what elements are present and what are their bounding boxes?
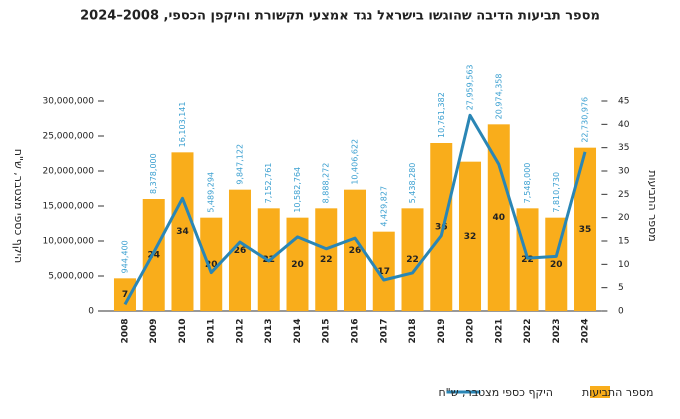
- bar-label: 20: [291, 260, 304, 270]
- bar-label: 20: [550, 260, 563, 270]
- y-tick-label: 0: [88, 307, 94, 317]
- x-tick-label: 2012: [235, 318, 245, 343]
- y2-tick-label: 15: [618, 237, 629, 247]
- line-value-label: 9,847,122: [235, 144, 244, 185]
- bar: [516, 208, 539, 311]
- line-value-label: 10,406,622: [351, 139, 360, 185]
- line-value-label: 8,888,272: [322, 163, 331, 204]
- bar-label: 24: [147, 251, 160, 261]
- line-value-label: 5,438,280: [408, 163, 417, 204]
- line-value-label: 8,378,000: [149, 153, 158, 194]
- bar: [574, 147, 597, 311]
- x-tick-label: 2013: [264, 318, 274, 343]
- line-value-label: 944,400: [120, 240, 129, 273]
- x-tick-label: 2015: [322, 318, 332, 343]
- bar-label: 26: [349, 246, 362, 256]
- y-tick-label: 25,000,000: [42, 132, 94, 142]
- x-tick-label: 2023: [552, 318, 562, 343]
- y2-tick-label: 25: [618, 190, 629, 200]
- bar-label: 34: [176, 227, 189, 237]
- x-tick-label: 2020: [466, 318, 476, 343]
- bar: [315, 208, 338, 311]
- y2-tick-label: 35: [618, 143, 629, 153]
- x-tick-label: 2024: [581, 318, 591, 343]
- bar-label: 22: [406, 255, 419, 265]
- bar: [459, 161, 482, 311]
- bar: [487, 124, 510, 311]
- x-tick-label: 2010: [178, 318, 188, 343]
- x-tick-label: 2008: [120, 318, 130, 343]
- x-tick-label: 2018: [408, 318, 418, 343]
- line-value-label: 7,810,730: [552, 172, 561, 213]
- x-tick-label: 2011: [207, 318, 217, 343]
- x-tick-label: 2017: [379, 318, 389, 343]
- y-tick-label: 20,000,000: [42, 167, 94, 177]
- bar: [200, 217, 223, 311]
- x-tick-label: 2022: [523, 318, 533, 343]
- line-value-label: 4,429,827: [379, 186, 388, 227]
- line-value-label: 22,730,976: [581, 97, 590, 143]
- x-tick-label: 2014: [293, 318, 303, 343]
- y2-tick-label: 0: [618, 307, 624, 317]
- bar: [228, 189, 251, 311]
- bar-label: 35: [579, 225, 592, 235]
- bar-label: 20: [205, 260, 218, 270]
- y-tick-label: 15,000,000: [42, 202, 94, 212]
- bar-label: 22: [521, 255, 534, 265]
- bar: [401, 208, 424, 311]
- bar-label: 40: [492, 213, 505, 223]
- bar-label: 7: [122, 290, 128, 300]
- line-value-label: 7,548,000: [523, 163, 532, 204]
- line-value-label: 20,974,358: [494, 74, 503, 120]
- legend-swatch: [590, 386, 610, 398]
- bar-label: 36: [435, 223, 448, 233]
- x-tick-label: 2019: [437, 318, 447, 343]
- bar-label: 22: [320, 255, 333, 265]
- y2-tick-label: 40: [618, 120, 630, 130]
- y-tick-label: 5,000,000: [48, 272, 94, 282]
- x-tick-label: 2016: [351, 318, 361, 343]
- y2-tick-label: 30: [618, 167, 630, 177]
- bar: [171, 152, 194, 311]
- legend-label: היקף כספי מצטבר, ש"ח: [438, 386, 553, 399]
- line: [123, 113, 587, 306]
- line-value-label: 10,582,764: [293, 167, 302, 213]
- bar: [344, 189, 366, 311]
- bar-label: 17: [377, 267, 390, 277]
- y2-tick-label: 10: [618, 260, 630, 270]
- line-value-label: 7,152,761: [264, 163, 273, 204]
- y-tick-label: 10,000,000: [42, 237, 94, 247]
- x-tick-label: 2009: [149, 318, 159, 343]
- bar: [113, 278, 136, 311]
- legend-label: מספר התביעות: [582, 386, 654, 399]
- line-value-label: 27,959,563: [466, 64, 475, 110]
- y2-tick-label: 20: [618, 213, 630, 223]
- y2-axis-title: מספר התביעות: [646, 170, 659, 242]
- y2-tick-label: 5: [618, 283, 624, 293]
- line-value-label: 16,103,141: [178, 102, 187, 148]
- bar-label: 32: [464, 232, 477, 242]
- bar-label: 26: [234, 246, 247, 256]
- chart-title: מספר תביעות הדיבה שהוגשו בישראל נגד אמצע…: [80, 9, 600, 24]
- y2-tick-label: 45: [618, 97, 629, 107]
- bar: [372, 231, 395, 311]
- line-value-label: 5,489,294: [207, 172, 216, 213]
- x-tick-label: 2021: [494, 318, 504, 343]
- bar: [430, 143, 453, 311]
- y-axis-title: היקף כספי מצטבר, ש"ח: [12, 149, 25, 264]
- line-value-label: 10,761,382: [437, 92, 446, 138]
- y-tick-label: 30,000,000: [42, 97, 94, 107]
